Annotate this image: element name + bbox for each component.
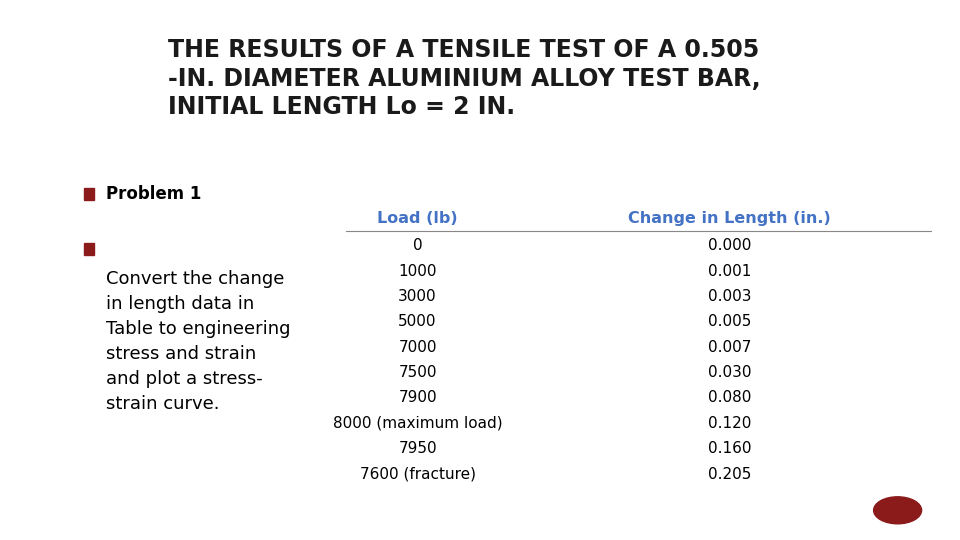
Text: THE RESULTS OF A TENSILE TEST OF A 0.505
-IN. DIAMETER ALUMINIUM ALLOY TEST BAR,: THE RESULTS OF A TENSILE TEST OF A 0.505… xyxy=(168,38,760,119)
Text: 7600 (fracture): 7600 (fracture) xyxy=(360,467,475,482)
Text: Problem 1: Problem 1 xyxy=(106,185,201,204)
Text: Change in Length (in.): Change in Length (in.) xyxy=(628,211,831,226)
Text: 0.000: 0.000 xyxy=(708,238,752,253)
Text: 7900: 7900 xyxy=(398,390,437,406)
Text: 0.030: 0.030 xyxy=(708,365,752,380)
FancyBboxPatch shape xyxy=(84,243,94,255)
Text: 0: 0 xyxy=(413,238,422,253)
Text: 0.080: 0.080 xyxy=(708,390,752,406)
Text: 0.005: 0.005 xyxy=(708,314,752,329)
Text: 0.160: 0.160 xyxy=(708,441,752,456)
Text: 8000 (maximum load): 8000 (maximum load) xyxy=(333,416,502,431)
Text: 7000: 7000 xyxy=(398,340,437,355)
Text: 1000: 1000 xyxy=(398,264,437,279)
Text: 5000: 5000 xyxy=(398,314,437,329)
Text: 0.001: 0.001 xyxy=(708,264,752,279)
Text: 0.120: 0.120 xyxy=(708,416,752,431)
Text: 7500: 7500 xyxy=(398,365,437,380)
FancyBboxPatch shape xyxy=(84,188,94,200)
Circle shape xyxy=(874,497,922,524)
Text: Convert the change
in length data in
Table to engineering
stress and strain
and : Convert the change in length data in Tab… xyxy=(106,270,290,413)
Text: 0.007: 0.007 xyxy=(708,340,752,355)
Text: 0.205: 0.205 xyxy=(708,467,752,482)
Text: Load (lb): Load (lb) xyxy=(377,211,458,226)
Text: 7950: 7950 xyxy=(398,441,437,456)
Text: 0.003: 0.003 xyxy=(708,289,752,304)
Text: 3000: 3000 xyxy=(398,289,437,304)
